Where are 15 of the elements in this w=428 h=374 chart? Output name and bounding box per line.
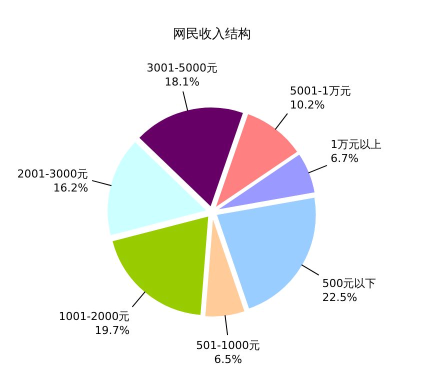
data-label: 10.2% [290, 98, 325, 112]
data-label: 18.1% [164, 76, 200, 89]
data-label: 6.5% [214, 352, 242, 366]
slice-label: 501-1000元 [196, 338, 260, 352]
slice-label: 2001-3000元 [17, 168, 88, 181]
slice-label: 1万元以上 [330, 138, 382, 151]
data-label: 19.7% [94, 324, 130, 338]
slice-label: 5001-1万元 [290, 84, 351, 98]
data-label: 6.7% [330, 152, 359, 165]
slice-label: 3001-5000元 [146, 62, 218, 75]
slice-label: 1001-2000元 [58, 310, 130, 324]
data-label: 22.5% [322, 291, 358, 304]
slice-label: 500元以下 [322, 277, 376, 290]
data-label: 16.2% [53, 182, 88, 195]
chart-title: 网民收入结构 [173, 27, 251, 42]
